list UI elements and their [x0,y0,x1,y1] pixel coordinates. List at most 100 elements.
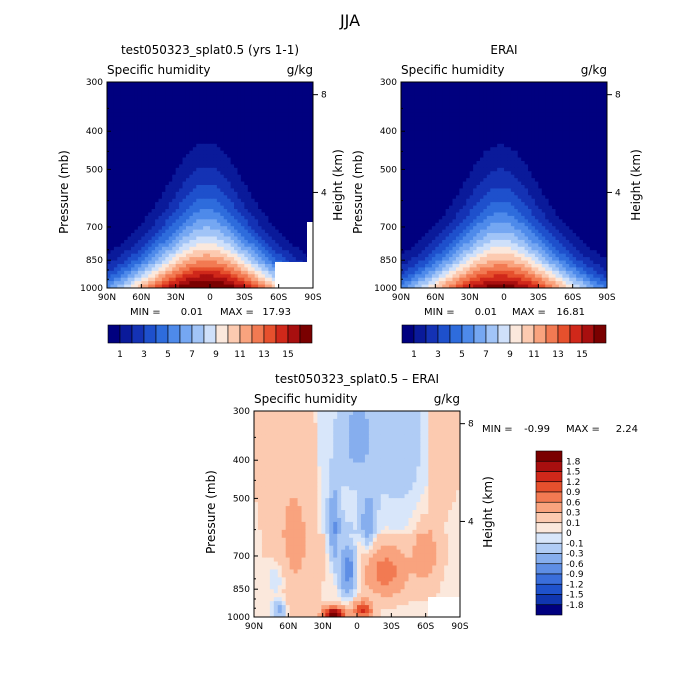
panel-model-cell [158,226,163,231]
panel-model-units: g/kg [287,63,313,77]
panel-erai-cell [452,133,457,138]
panel-model-cell [192,205,197,210]
panel-model-cell [110,85,115,90]
panel-erai-cell [455,150,460,155]
panel-erai-cell [442,88,447,93]
panel-model-cell [247,92,252,97]
panel-model-cell [120,112,125,117]
panel-model-cell [282,140,287,145]
panel-erai-cell [497,106,502,111]
panel-erai-cell [572,136,577,141]
panel-erai-cell [469,119,474,124]
panel-erai-cell [500,154,505,159]
panel-model-colorbar-swatch [155,324,169,344]
panel-model-cell [247,102,252,107]
panel-model-cell [107,202,112,207]
panel-erai-cell [500,150,505,155]
panel-erai-cell [565,85,570,90]
panel-model-cell [285,88,290,93]
panel-model-cell [309,195,313,200]
panel-model-cell [113,99,118,104]
panel-erai-cell [431,123,436,128]
panel-erai-cell [414,95,419,100]
panel-model-cell [282,112,287,117]
panel-model-cell [179,212,184,217]
panel-erai-cell [510,106,515,111]
panel-model-cell [148,92,153,97]
panel-model-cell [137,226,142,231]
panel-model-cell [299,88,304,93]
panel-model-cell [168,188,173,193]
panel-model-cell [237,281,242,286]
panel-model-cell [240,164,245,169]
panel-erai-cell [404,133,409,138]
panel-erai-cell [421,130,426,135]
panel-model-cell [182,209,187,214]
panel-model-cell [306,88,311,93]
panel-erai-cell [510,130,515,135]
panel-model-cell [264,212,269,217]
panel-erai-cell [479,154,484,159]
panel-erai-cell [521,154,526,159]
panel-model-cell [251,157,256,162]
panel-model-cell [247,212,252,217]
panel-model-cell [299,205,304,210]
panel-model-cell [247,85,252,90]
panel-model-cell [247,219,252,224]
panel-model-cell [220,188,225,193]
panel-model-cell [258,246,263,251]
panel-model-cell [165,198,170,203]
panel-model-cell [203,185,208,190]
panel-model-cell [216,236,221,241]
panel-model-cell [258,133,263,138]
panel-model-cell [234,82,239,87]
panel-model-cell [175,123,180,128]
panel-model-cell [107,219,112,224]
panel-model-cell [151,212,156,217]
panel-model-cell [134,250,139,255]
panel-model-cell [137,171,142,176]
panel-model-cell [299,195,304,200]
panel-model-cell [247,154,252,159]
panel-model-cell [206,109,211,114]
panel-erai-cell [500,99,505,104]
panel-model-cell [258,157,263,162]
panel-erai-cell [548,133,553,138]
panel-model-cell [251,219,256,224]
panel-model-cell [261,92,266,97]
panel-model-cell [271,106,276,111]
panel-model-cell [131,133,136,138]
panel-model-cell [302,219,307,224]
panel-model-cell [141,263,146,268]
panel-model-cell [155,106,160,111]
panel-model-cell [165,195,170,200]
panel-model-cell [247,281,252,286]
panel-model-cell [282,191,287,196]
panel-model-cell [234,99,239,104]
panel-model-cell [292,233,297,238]
panel-model-cell [220,150,225,155]
panel-model-cell [237,126,242,131]
panel-model-cell [110,106,115,111]
panel-model-cell [223,188,228,193]
panel-erai-cell [473,147,478,152]
panel-erai-cell [534,109,539,114]
panel-erai-cell [486,119,491,124]
panel-model-cell [192,150,197,155]
panel-erai-cell [473,99,478,104]
panel-erai-cell [555,123,560,128]
panel-model-cell [182,102,187,107]
panel-model-cell [124,267,129,272]
panel-model-cell [172,239,177,244]
panel-model-cell [175,270,180,275]
panel-model-cell [107,140,112,145]
panel-model-cell [158,92,163,97]
panel-model-cell [206,181,211,186]
panel-model-cell [240,171,245,176]
panel-model-cell [144,167,149,172]
panel-erai-cell [466,147,471,152]
panel-model-cell [113,270,118,275]
panel-model-colorbar-label: 5 [165,350,171,360]
panel-model-cell [192,167,197,172]
panel-model-cell [258,274,263,279]
